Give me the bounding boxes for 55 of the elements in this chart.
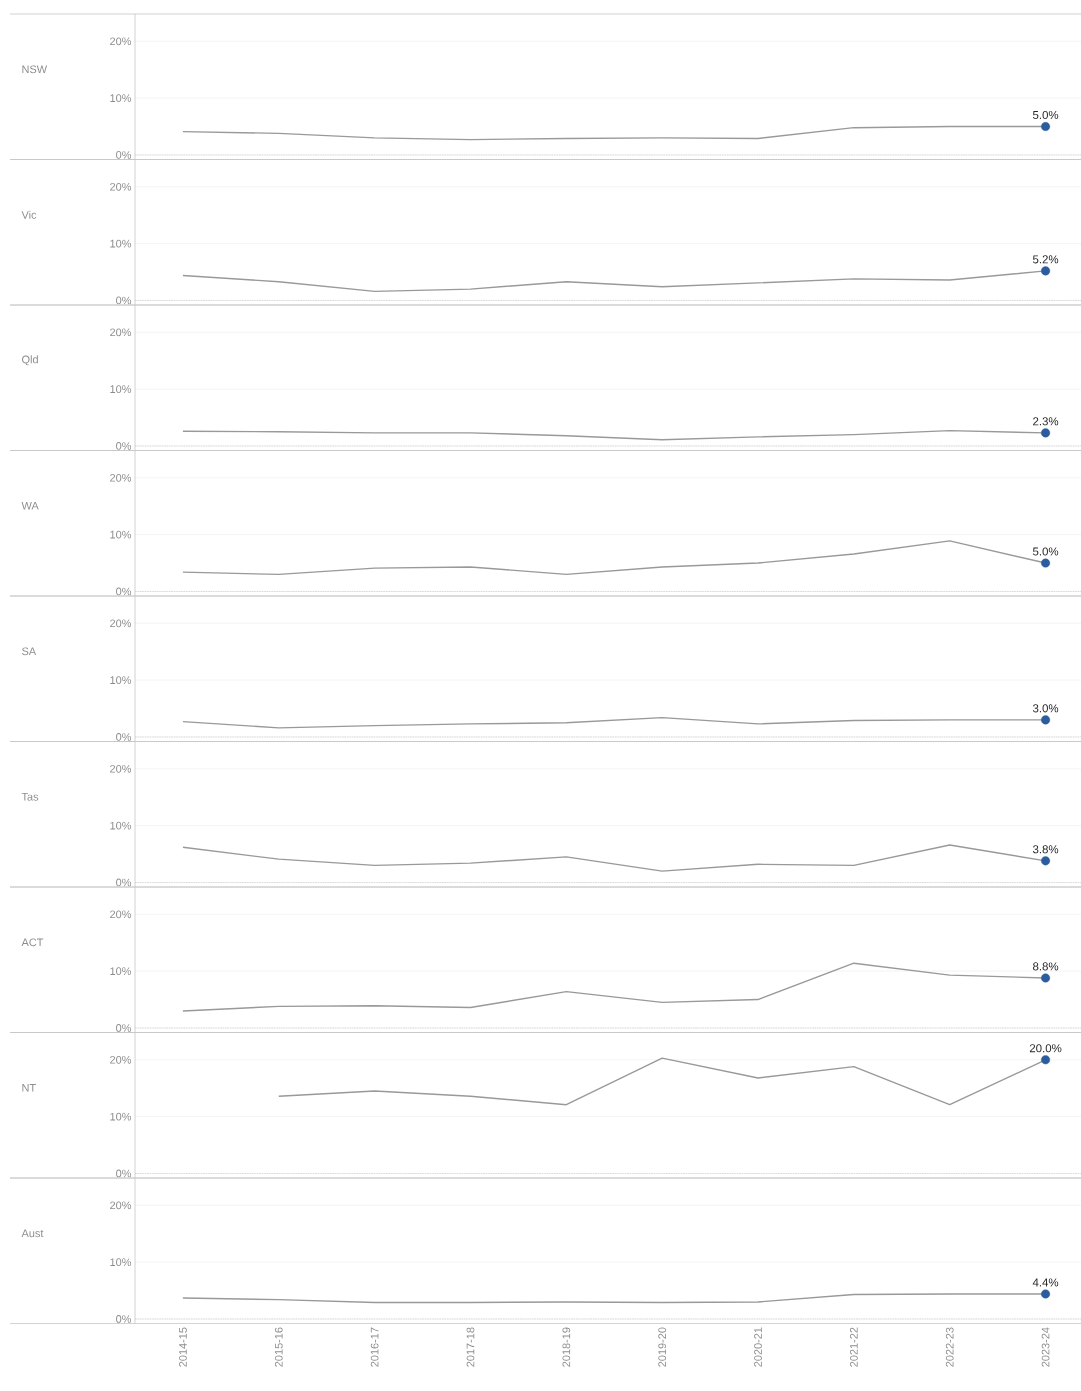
y-axis-title: Tas: [21, 792, 39, 801]
x-tick-label: 2016-17: [370, 1327, 379, 1367]
x-tick-label: 2020-21: [754, 1327, 762, 1367]
y-tick-label: 10%: [110, 239, 132, 248]
y-tick-label: 10%: [110, 385, 132, 394]
y-tick-label: 10%: [110, 1258, 132, 1267]
y-tick-label: 10%: [110, 967, 132, 976]
y-tick-label: 20%: [110, 37, 132, 46]
x-tick-label: 2018-19: [562, 1327, 571, 1367]
x-tick-label: 2022-23: [945, 1327, 954, 1367]
data-label: 2.3%: [1033, 417, 1059, 426]
y-tick-label: 20%: [110, 328, 132, 337]
y-tick-label: 0%: [116, 151, 132, 159]
x-tick-label: 2021-22: [849, 1327, 858, 1367]
y-axis-title: Aust: [21, 1229, 44, 1238]
y-tick-label: 20%: [110, 910, 132, 919]
x-tick-label: 2017-18: [466, 1327, 475, 1367]
y-tick-label: 10%: [110, 94, 132, 102]
x-tick-label: 2023-24: [1041, 1327, 1050, 1367]
y-tick-label: 20%: [110, 764, 132, 773]
data-label: 20.0%: [1029, 1044, 1062, 1053]
y-tick-label: 20%: [110, 1201, 132, 1210]
y-tick-label: 10%: [110, 530, 132, 539]
y-tick-label: 20%: [110, 182, 132, 191]
y-tick-label: 10%: [110, 1112, 132, 1121]
y-tick-label: 20%: [110, 619, 132, 628]
y-tick-label: 10%: [110, 676, 132, 685]
y-tick-label: 0%: [116, 296, 132, 305]
data-label: 5.0%: [1032, 547, 1059, 556]
y-tick-label: 20%: [110, 1055, 132, 1064]
x-tick-label: 2014-15: [179, 1327, 187, 1367]
y-tick-label: 0%: [116, 1315, 132, 1323]
y-axis-title: WA: [21, 502, 39, 510]
y-axis-title: Vic: [21, 210, 37, 219]
y-axis-title: Qld: [22, 355, 38, 366]
data-label: 8.8%: [1033, 962, 1059, 971]
y-tick-label: 10%: [110, 821, 132, 830]
y-tick-label: 0%: [116, 442, 132, 450]
x-tick-label: 2019-20: [658, 1327, 667, 1367]
data-label: 5.2%: [1032, 255, 1059, 264]
y-tick-label: 0%: [116, 878, 132, 887]
data-label: 5.0%: [1032, 110, 1059, 120]
data-label: 3.8%: [1032, 845, 1059, 854]
y-axis-title: NT: [22, 1084, 36, 1092]
y-axis-title: SA: [22, 647, 37, 656]
y-axis-title: NSW: [22, 65, 48, 74]
y-tick-label: 0%: [116, 733, 132, 741]
y-tick-label: 0%: [116, 587, 132, 596]
data-label: 3.0%: [1032, 704, 1059, 713]
y-axis-title: ACT: [21, 938, 44, 947]
y-tick-label: 20%: [110, 473, 132, 482]
x-tick-label: 2015-16: [274, 1327, 283, 1367]
data-label: 4.4%: [1032, 1278, 1059, 1287]
y-tick-label: 0%: [116, 1169, 132, 1178]
y-tick-label: 0%: [116, 1024, 132, 1032]
